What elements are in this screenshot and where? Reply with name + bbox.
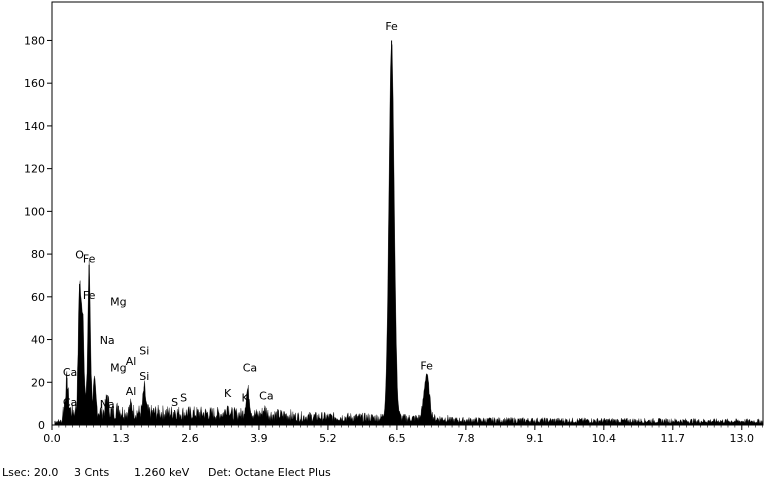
peak-label-fe: Fe <box>385 20 398 33</box>
x-tick-label: 7.8 <box>457 432 475 445</box>
x-tick-label: 9.1 <box>526 432 544 445</box>
peak-label-na: Na <box>100 398 115 411</box>
spectrum-area <box>54 44 764 426</box>
peak-label-si: Si <box>139 370 149 383</box>
y-tick-label-zero: 0 <box>38 419 45 432</box>
x-tick-label: 3.9 <box>250 432 268 445</box>
y-tick-label: 180 <box>24 34 45 47</box>
detector-readout: Det: Octane Elect Plus <box>208 466 331 479</box>
counts-readout: 3 Cnts <box>74 466 110 479</box>
y-tick-label: 140 <box>24 120 45 133</box>
y-tick-label: 100 <box>24 205 45 218</box>
eds-spectrum-chart: 0.0 1.3 2.6 3.9 5.2 6.5 7.8 9.1 10.4 11.7 13.0 20 4… <box>24 1 764 445</box>
peak-label-si: Si <box>139 345 149 358</box>
peak-label-s: S <box>171 396 178 409</box>
peak-label-fe: Fe <box>420 359 433 372</box>
peak-label-ca: Ca <box>243 362 257 375</box>
peak-label-k: K <box>224 387 232 400</box>
x-tick-label: 13.0 <box>730 432 755 445</box>
y-tick-label: 20 <box>31 376 45 389</box>
y-tick-label: 40 <box>31 334 45 347</box>
y-axis: 20 40 60 80 100 120 140 160 180 0 <box>24 34 52 432</box>
peak-label-mg: Mg <box>110 362 126 375</box>
peak-label-k: K <box>242 392 250 405</box>
x-tick-label: 2.6 <box>181 432 199 445</box>
energy-readout: 1.260 keV <box>134 466 190 479</box>
peak-label-fe: Fe <box>83 253 96 266</box>
peak-label-s: S <box>180 392 187 405</box>
x-tick-label: 11.7 <box>661 432 686 445</box>
y-tick-label: 160 <box>24 77 45 90</box>
peak-label-fe: Fe <box>83 289 96 302</box>
peak-label-ca: Ca <box>63 366 77 379</box>
peak-label-al: Al <box>126 355 137 368</box>
status-bar: Lsec: 20.0 3 Cnts 1.260 keV Det: Octane … <box>0 462 765 484</box>
peak-label-na: Na <box>100 334 115 347</box>
plot-frame <box>51 1 764 426</box>
x-axis: 0.0 1.3 2.6 3.9 5.2 6.5 7.8 9.1 10.4 11.7 13.0 <box>43 425 763 445</box>
spectrum-layer <box>54 40 764 426</box>
peak-label-ca: Ca <box>63 396 77 409</box>
live-time-readout: Lsec: 20.0 <box>2 466 59 479</box>
y-tick-label: 80 <box>31 248 45 261</box>
peak-label-mg: Mg <box>110 295 126 308</box>
peak-label-ca: Ca <box>259 389 273 402</box>
peak-label-o: O <box>75 248 84 261</box>
y-tick-label: 120 <box>24 163 45 176</box>
peak-label-al: Al <box>126 385 137 398</box>
x-tick-label: 0.0 <box>43 432 61 445</box>
x-tick-label: 6.5 <box>388 432 406 445</box>
x-tick-label: 1.3 <box>112 432 130 445</box>
x-tick-label: 5.2 <box>319 432 337 445</box>
x-tick-label: 10.4 <box>592 432 617 445</box>
y-tick-label: 60 <box>31 291 45 304</box>
